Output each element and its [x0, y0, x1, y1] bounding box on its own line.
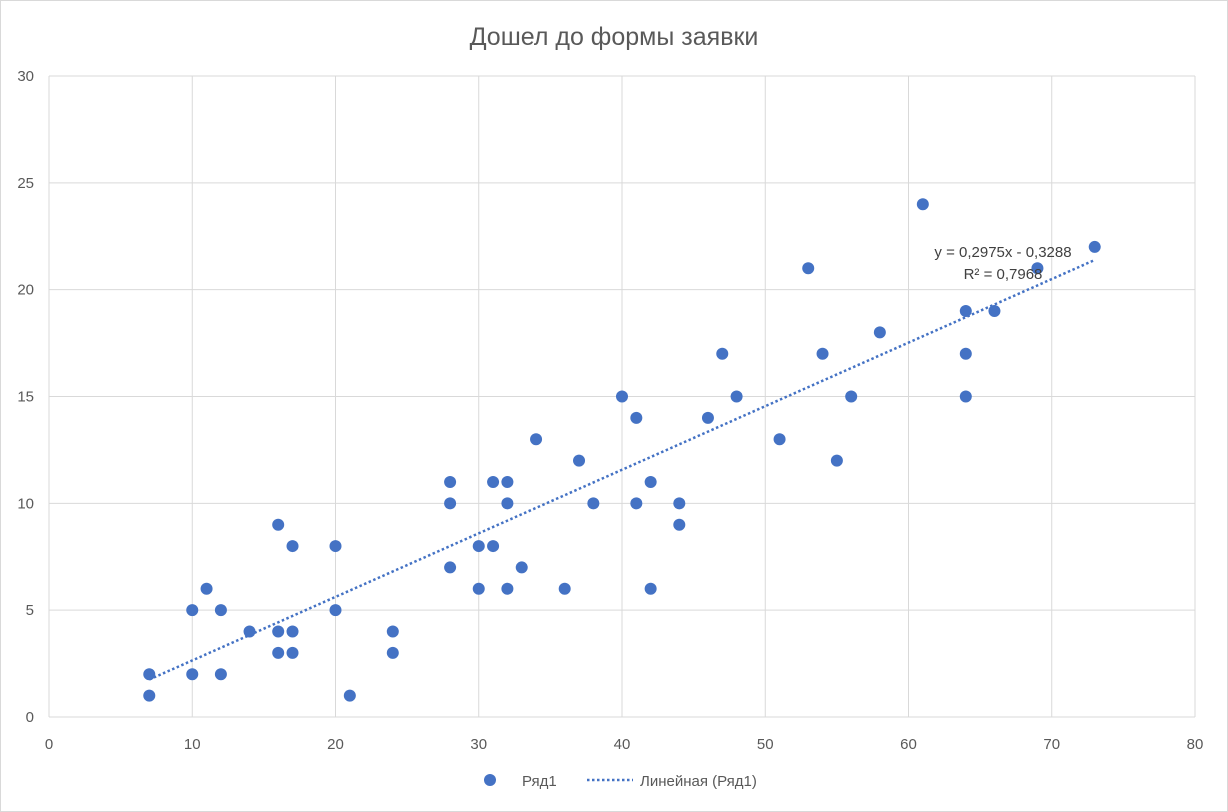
data-point-6: [214, 668, 227, 681]
trendline-equation: y = 0,2975x - 0,3288: [934, 244, 1071, 261]
x-tick-label-30: 30: [470, 736, 487, 753]
data-point-21: [444, 561, 457, 574]
data-point-44: [773, 433, 786, 446]
x-tick-label-20: 20: [327, 736, 344, 753]
data-point-56: [1088, 240, 1101, 253]
data-point-38: [644, 582, 657, 595]
y-tick-label-20: 20: [17, 282, 34, 299]
x-tick-label-70: 70: [1043, 736, 1060, 753]
data-point-26: [501, 475, 514, 488]
axis-tick-labels: 0 10 20 30 40 50 60 70 80 0 5 10 15 20 25 30: [17, 68, 1203, 753]
trendline: [148, 258, 1096, 681]
data-point-50: [916, 198, 929, 211]
data-points: [143, 198, 1101, 702]
y-tick-label-15: 15: [17, 389, 34, 406]
data-point-24: [487, 475, 500, 488]
data-point-2: [186, 604, 199, 617]
data-point-45: [802, 262, 815, 275]
data-point-49: [873, 326, 886, 339]
data-point-5: [214, 604, 227, 617]
x-tick-label-80: 80: [1187, 736, 1204, 753]
y-tick-label-5: 5: [26, 602, 34, 619]
data-point-0: [143, 668, 156, 681]
data-point-30: [530, 433, 543, 446]
data-point-34: [616, 390, 628, 403]
data-point-13: [286, 646, 299, 659]
legend-label-trendline: Линейная (Ряд1): [640, 773, 757, 790]
trendline-r-squared: R² = 0,7968: [964, 266, 1043, 283]
data-point-29: [515, 561, 528, 574]
data-point-31: [558, 582, 571, 595]
chart-title: Дошел до формы заявки: [470, 23, 759, 51]
data-point-18: [386, 646, 399, 659]
data-point-15: [329, 604, 342, 617]
data-point-33: [587, 497, 600, 510]
data-point-36: [630, 497, 643, 510]
x-tick-label-10: 10: [184, 736, 201, 753]
data-point-41: [701, 411, 714, 424]
data-point-46: [816, 347, 829, 360]
data-point-22: [472, 540, 485, 553]
data-point-23: [472, 582, 485, 595]
gridlines: [48, 75, 1196, 718]
data-point-9: [272, 625, 285, 638]
data-point-25: [487, 540, 500, 553]
data-point-1: [143, 689, 156, 702]
y-tick-label-0: 0: [26, 709, 34, 726]
data-point-7: [243, 625, 256, 638]
data-point-53: [959, 390, 972, 403]
data-point-10: [272, 646, 285, 659]
data-point-47: [830, 454, 843, 467]
x-tick-label-40: 40: [614, 736, 631, 753]
legend: Ряд1 Линейная (Ряд1): [484, 773, 757, 790]
data-point-42: [716, 347, 729, 360]
data-point-14: [329, 540, 342, 553]
legend-label-series: Ряд1: [522, 773, 557, 790]
y-tick-label-25: 25: [17, 175, 34, 192]
legend-marker-series: [484, 774, 496, 786]
data-point-11: [286, 540, 299, 553]
data-point-32: [573, 454, 586, 467]
data-point-54: [988, 305, 1001, 318]
data-point-35: [630, 411, 643, 424]
data-point-28: [501, 582, 514, 595]
data-point-37: [644, 475, 657, 488]
data-point-55: [1031, 262, 1044, 275]
data-point-17: [386, 625, 399, 638]
data-point-40: [673, 518, 686, 531]
data-point-12: [286, 625, 299, 638]
data-point-51: [959, 305, 972, 318]
data-point-52: [959, 347, 972, 360]
data-point-8: [272, 518, 285, 531]
x-tick-label-0: 0: [45, 736, 53, 753]
x-tick-label-60: 60: [900, 736, 917, 753]
y-tick-label-10: 10: [17, 495, 34, 512]
data-point-20: [444, 497, 457, 510]
data-point-27: [501, 497, 514, 510]
data-point-43: [730, 390, 743, 403]
data-point-48: [845, 390, 858, 403]
data-point-3: [186, 668, 199, 681]
data-point-4: [200, 582, 213, 595]
data-point-39: [673, 497, 686, 510]
trendline-layer: [148, 258, 1096, 681]
data-point-19: [444, 475, 457, 488]
y-tick-label-30: 30: [17, 68, 34, 85]
data-point-16: [343, 689, 356, 702]
x-tick-label-50: 50: [757, 736, 774, 753]
